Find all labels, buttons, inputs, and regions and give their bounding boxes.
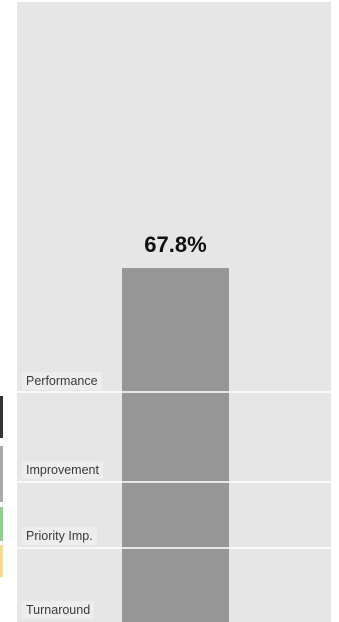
bar [122, 268, 229, 622]
band-label-turnaround: Turnaround [22, 601, 95, 619]
bar-value-label: 67.8% [144, 232, 207, 258]
band-label-performance: Performance [22, 372, 102, 390]
legend-strip-priority-imp [0, 507, 3, 541]
legend-strip-turnaround [0, 545, 3, 577]
band-label-improvement: Improvement [22, 461, 103, 479]
band-label-priority-imp: Priority Imp. [22, 527, 97, 545]
legend-strip-improvement [0, 446, 3, 502]
legend-strip-performance [0, 396, 3, 438]
